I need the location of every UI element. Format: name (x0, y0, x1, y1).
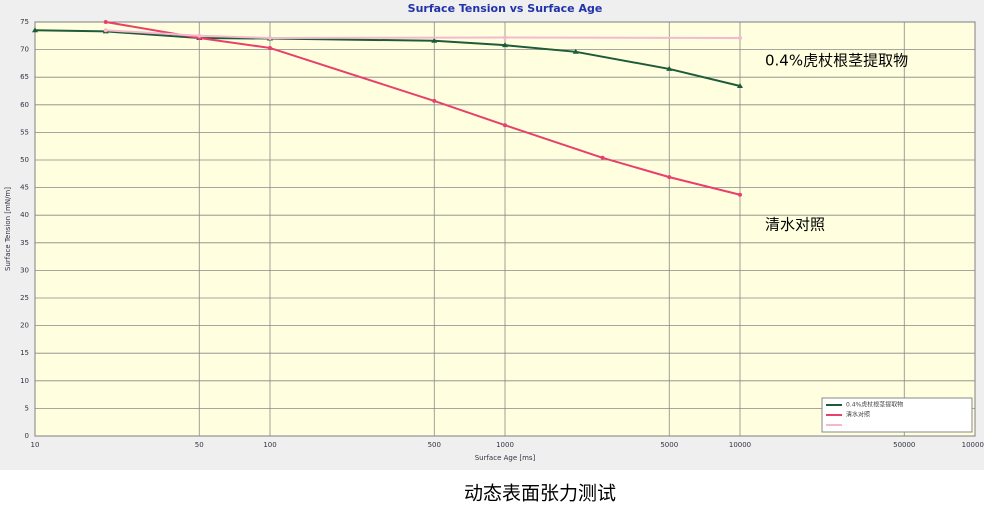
point (667, 175, 672, 180)
y-tick-label: 35 (20, 239, 29, 247)
y-tick-label: 40 (20, 211, 29, 219)
y-tick-label: 15 (20, 349, 29, 357)
y-tick-label: 60 (20, 101, 29, 109)
point (600, 155, 605, 160)
legend-label: 0.4%虎杖根茎提取物 (846, 401, 903, 409)
point (197, 33, 202, 38)
series-label: 清水对照 (765, 215, 825, 233)
point (103, 28, 108, 33)
caption: 动态表面张力测试 (464, 483, 616, 505)
point (103, 20, 108, 24)
point (268, 36, 272, 41)
point (503, 123, 507, 128)
point (737, 83, 743, 89)
x-tick-label: 1000 (496, 441, 514, 449)
y-tick-label: 55 (20, 128, 29, 136)
y-tick-label: 30 (20, 266, 29, 274)
x-tick-label: 100 (263, 441, 276, 449)
y-tick-label: 50 (20, 156, 29, 164)
y-tick-label: 70 (20, 46, 29, 54)
point (503, 35, 507, 40)
y-tick-label: 0 (25, 432, 29, 440)
y-tick-label: 75 (20, 18, 29, 26)
y-tick-label: 25 (20, 294, 29, 302)
series-line (105, 21, 741, 196)
point (502, 42, 508, 48)
series-label: 0.4%虎杖根茎提取物 (765, 52, 908, 70)
y-tick-label: 5 (25, 404, 29, 412)
point (738, 192, 742, 197)
x-tick-label: 5000 (660, 441, 678, 449)
point (572, 48, 579, 54)
x-tick-label: 50000 (893, 441, 915, 449)
point (431, 37, 438, 43)
y-axis-label: Surface Tension [mN/m] (4, 187, 12, 271)
point (268, 45, 272, 50)
x-tick-label: 10000 (729, 441, 751, 449)
y-tick-label: 65 (20, 73, 29, 81)
point (32, 27, 38, 33)
y-tick-label: 10 (20, 377, 29, 385)
legend-box (821, 397, 973, 433)
point (738, 36, 742, 41)
x-axis-label: Surface Age [ms] (475, 454, 536, 462)
x-tick-label: 10 (31, 441, 40, 449)
y-tick-label: 20 (20, 322, 29, 330)
point (666, 65, 673, 71)
chart-title: Surface Tension vs Surface Age (408, 2, 603, 15)
y-tick-label: 45 (20, 184, 29, 192)
x-tick-label: 50 (195, 441, 204, 449)
x-tick-label: 500 (428, 441, 441, 449)
point (432, 98, 437, 103)
legend-label: 清水对照 (846, 411, 870, 419)
